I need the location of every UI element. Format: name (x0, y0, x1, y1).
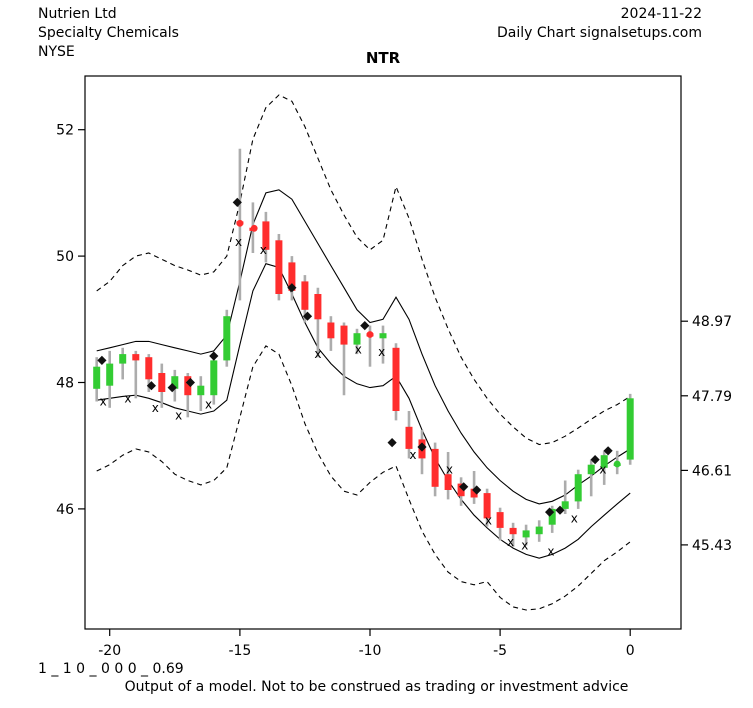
svg-text:46.61: 46.61 (692, 463, 732, 479)
chart-type-label: Daily Chart signalsetups.com (496, 25, 702, 41)
svg-text:x: x (100, 395, 107, 409)
svg-text:x: x (485, 513, 492, 527)
svg-text:45.43: 45.43 (692, 538, 732, 554)
svg-text:-15: -15 (228, 643, 251, 659)
svg-text:x: x (507, 535, 514, 549)
svg-text:x: x (205, 398, 212, 412)
svg-text:48.97: 48.97 (692, 314, 732, 330)
svg-text:x: x (521, 539, 528, 553)
header-right: 2024-11-22 Daily Chart signalsetups.com (497, 5, 702, 43)
svg-text:-20: -20 (98, 643, 121, 659)
svg-text:x: x (355, 343, 362, 357)
chart-title: NTR (365, 49, 401, 67)
svg-text:x: x (547, 544, 554, 558)
model-params: 1 _ 1 0 _ 0 0 0 _ 0.69 (38, 661, 184, 677)
disclaimer-text: Output of a model. Not to be construed a… (124, 679, 629, 695)
svg-text:x: x (409, 448, 416, 462)
exchange-label: NYSE (38, 44, 75, 60)
svg-text:-10: -10 (359, 643, 382, 659)
chart-date: 2024-11-22 (620, 6, 702, 22)
svg-text:x: x (235, 235, 242, 249)
svg-text:46: 46 (56, 502, 74, 518)
svg-text:x: x (571, 511, 578, 525)
svg-text:0: 0 (626, 643, 635, 659)
svg-text:x: x (378, 345, 385, 359)
svg-text:-5: -5 (493, 643, 507, 659)
svg-text:50: 50 (56, 249, 74, 265)
industry-label: Specialty Chemicals (38, 25, 179, 41)
svg-text:x: x (446, 463, 453, 477)
svg-text:48: 48 (56, 376, 74, 392)
header-left: Nutrien Ltd Specialty Chemicals NYSE (38, 5, 179, 62)
svg-text:x: x (314, 347, 321, 361)
svg-text:x: x (599, 463, 606, 477)
svg-text:x: x (260, 243, 267, 257)
company-name: Nutrien Ltd (38, 6, 117, 22)
svg-text:x: x (124, 391, 131, 405)
svg-text:47.79: 47.79 (692, 389, 732, 405)
svg-text:x: x (175, 408, 182, 422)
svg-text:x: x (152, 401, 159, 415)
svg-text:52: 52 (56, 123, 74, 139)
